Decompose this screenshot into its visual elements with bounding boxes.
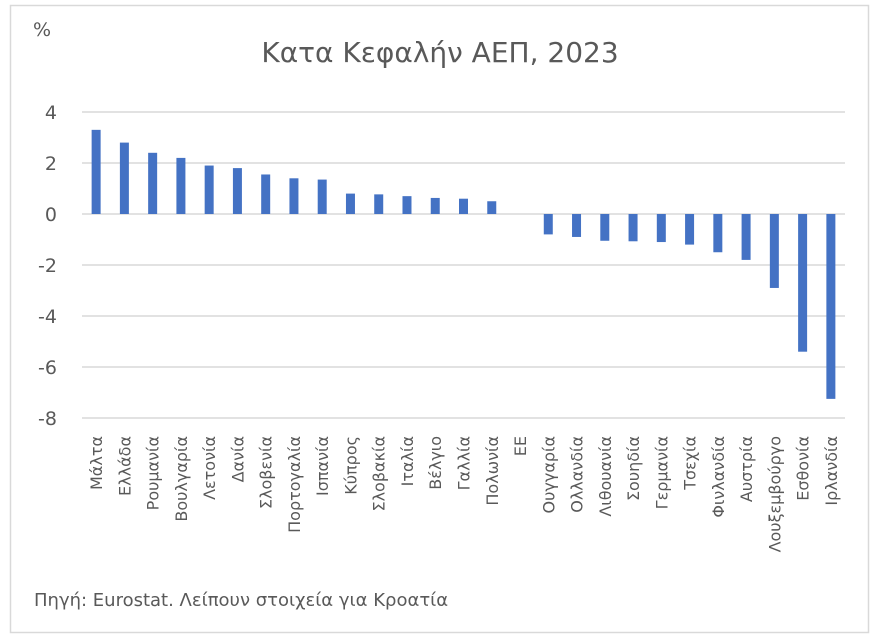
source-note: Πηγή: Eurostat. Λείπουν στοιχεία για Κρο… (34, 590, 448, 611)
x-tick-label: Κύπρος (341, 436, 360, 495)
y-tick-label: -4 (38, 306, 57, 328)
x-tick-label: Ολλανδία (568, 436, 587, 513)
y-tick-label: 4 (45, 102, 57, 124)
x-tick-label: Φινλανδία (709, 436, 728, 518)
bar (656, 214, 666, 243)
bar (430, 197, 440, 214)
bar (91, 129, 101, 214)
bar (543, 214, 553, 235)
bar (289, 178, 299, 214)
x-tick-label: Πολωνία (483, 436, 502, 506)
bar (741, 214, 751, 260)
chart-title: Κατα Κεφαλήν ΑΕΠ, 2023 (261, 36, 618, 69)
y-tick-label: -8 (38, 408, 57, 430)
x-tick-label: Αυστρία (737, 436, 756, 502)
bar (487, 201, 497, 214)
bar (572, 214, 582, 237)
bar (769, 214, 779, 288)
x-tick-label: Ιρλανδία (822, 436, 841, 506)
x-tick-label: Σουηδία (624, 436, 643, 501)
y-tick-label: -2 (38, 255, 57, 277)
y-axis-unit: % (33, 19, 51, 41)
x-tick-label: Σλοβενία (257, 436, 276, 509)
bar (459, 198, 468, 214)
bar (826, 214, 836, 399)
bar (261, 174, 271, 214)
x-tick-label: Τσεχία (681, 436, 700, 491)
bar (345, 193, 355, 214)
chart-border (9, 4, 870, 634)
bar (713, 214, 723, 253)
y-tick-label: 2 (45, 153, 57, 175)
bar (798, 214, 808, 352)
x-tick-label: Ουγγαρία (539, 436, 558, 513)
x-tick-label: Δανία (228, 436, 247, 482)
bar (374, 194, 384, 214)
x-tick-label: Γαλλία (455, 436, 474, 490)
bar (232, 168, 242, 214)
x-tick-label: Ελλάδα (115, 436, 134, 496)
bar (148, 152, 158, 214)
x-tick-label: Λουξεμβούργο (765, 436, 784, 552)
bar (119, 142, 129, 214)
bar (402, 196, 412, 214)
x-tick-label: Εσθονία (794, 436, 813, 501)
bar (685, 214, 695, 245)
x-tick-label: Ρουμανία (144, 436, 163, 510)
x-tick-label: Βουλγαρία (172, 436, 191, 522)
bar (600, 214, 610, 241)
bar (176, 157, 186, 214)
bar (628, 214, 638, 242)
x-tick-label: Λιθουανία (596, 436, 615, 517)
x-tick-label: Λετονία (200, 436, 219, 500)
x-tick-label: Μάλτα (87, 436, 106, 490)
y-tick-label: -6 (38, 357, 57, 379)
x-tick-label: Ισπανία (313, 436, 332, 496)
x-tick-label: Πορτογαλία (285, 436, 304, 533)
x-tick-label: Σλοβακία (370, 436, 389, 512)
x-tick-label: Βέλγιο (426, 436, 445, 490)
y-tick-label: 0 (45, 204, 57, 226)
x-tick-label: Γερμανία (652, 436, 671, 509)
bar (317, 179, 327, 214)
x-tick-label: Ιταλία (398, 436, 417, 486)
bar (204, 165, 214, 214)
x-tick-label: ΕΕ (511, 436, 530, 456)
